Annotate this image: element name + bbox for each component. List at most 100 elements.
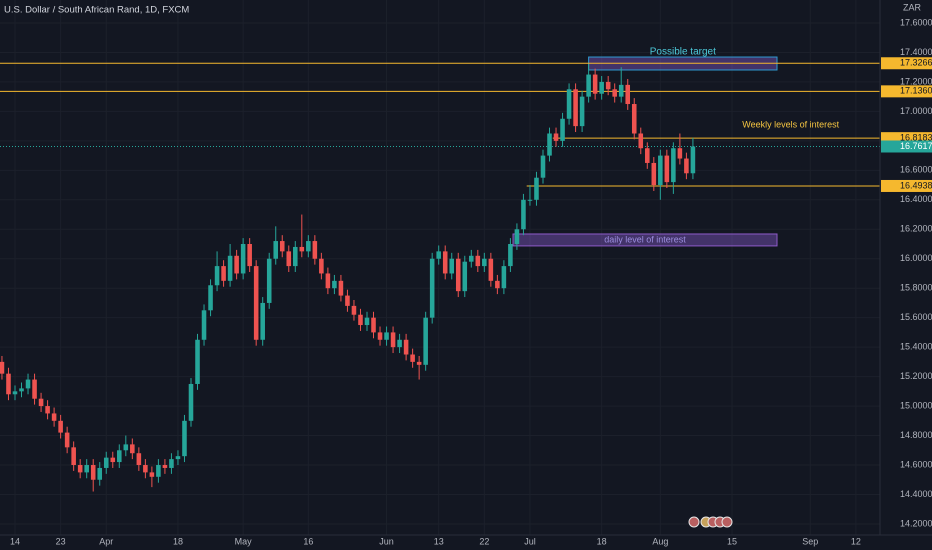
x-tick-label: May [235, 536, 253, 546]
x-tick-label: 22 [479, 536, 489, 546]
currency-label: ZAR [903, 2, 922, 12]
candle-body [384, 332, 389, 340]
y-tick-label: 17.20000 [900, 76, 932, 86]
candle-body [51, 413, 57, 421]
candle-body [162, 465, 168, 468]
x-tick-label: Sep [802, 536, 818, 546]
candle-body [364, 317, 370, 326]
x-tick-label: 16 [303, 536, 313, 546]
candle-body [32, 379, 37, 399]
candle-body [188, 383, 194, 421]
candle-body [247, 243, 252, 267]
candle-body [351, 305, 357, 315]
y-tick-label: 15.20000 [900, 371, 932, 381]
price-label: 16.76170 [900, 141, 932, 151]
candle-body [19, 388, 24, 392]
candle-body [618, 84, 624, 97]
candle-body [221, 266, 226, 281]
zone-box [512, 233, 778, 247]
candle-body [71, 447, 76, 466]
candle-body [658, 155, 663, 186]
candle-body [514, 229, 520, 244]
x-tick-label: 14 [10, 536, 20, 546]
candle-body [77, 465, 83, 473]
x-tick-label: Jun [379, 536, 394, 546]
candle-body [612, 89, 617, 97]
candle-body [64, 432, 70, 448]
candle-body [325, 273, 331, 289]
price-label-box [881, 85, 932, 98]
candle-body [488, 258, 494, 281]
candle-body [423, 317, 428, 365]
candle-body [371, 317, 376, 333]
candle-body [195, 339, 200, 384]
x-tick-label: 15 [727, 536, 737, 546]
candle-body [234, 255, 239, 274]
candle-body [397, 339, 402, 348]
price-label: 17.32665 [900, 58, 932, 68]
candle-body [169, 459, 174, 468]
candle-body [260, 302, 265, 340]
candle-body [319, 258, 324, 274]
candle-body [586, 74, 591, 97]
candle-body [410, 354, 415, 362]
candle-body [579, 96, 585, 127]
candle-body [442, 251, 448, 274]
y-tick-label: 14.40000 [900, 489, 932, 499]
candle-body [149, 472, 155, 477]
candle-body [286, 251, 292, 267]
annotation: Weekly levels of interest [742, 119, 839, 129]
y-tick-label: 16.60000 [900, 165, 932, 175]
candle-body [449, 258, 455, 274]
y-tick-label: 17.60000 [900, 17, 932, 27]
candle-body [403, 339, 409, 355]
event-icons [688, 516, 733, 528]
candle-body [175, 456, 181, 460]
price-label: 16.49386 [900, 180, 932, 190]
candle-body [429, 258, 435, 318]
zone-label: daily level of interest [604, 234, 686, 244]
candle-body [527, 199, 533, 201]
candle-body [560, 118, 565, 141]
candle-body [540, 155, 546, 178]
candle-body [110, 457, 116, 463]
candle-body [182, 420, 187, 457]
candle-body [416, 361, 422, 365]
candle-body [508, 243, 513, 267]
y-tick-label: 17.00000 [900, 106, 932, 116]
x-tick-label: 23 [56, 536, 66, 546]
candle-body [553, 133, 559, 141]
candle-body [358, 314, 363, 326]
candle-body [25, 379, 31, 389]
candle-body [482, 258, 487, 267]
candle-body [671, 148, 676, 183]
candle-body [312, 241, 318, 259]
candle-body [130, 444, 135, 454]
candle-body [573, 89, 578, 127]
y-tick-label: 15.80000 [900, 283, 932, 293]
candle-body [605, 81, 611, 90]
candle-body [201, 310, 207, 340]
candle-body [253, 266, 259, 340]
x-tick-label: Aug [652, 536, 668, 546]
candle-body [214, 266, 220, 286]
candle-body [208, 285, 213, 311]
candle-body [97, 467, 103, 480]
candle-body [534, 177, 539, 200]
candle-body [38, 398, 44, 407]
y-tick-label: 14.20000 [900, 518, 932, 528]
candle-body [475, 255, 481, 267]
candle-body [462, 261, 468, 292]
candle-body [293, 246, 298, 267]
candle-body [377, 332, 383, 340]
candle-body [664, 155, 670, 183]
x-tick-label: Apr [99, 536, 113, 546]
candle-body [345, 295, 350, 306]
candle-body [645, 148, 650, 163]
candle-body [273, 241, 279, 259]
x-tick-label: 13 [434, 536, 444, 546]
candle-body [103, 457, 109, 468]
y-tick-label: 15.00000 [900, 400, 932, 410]
